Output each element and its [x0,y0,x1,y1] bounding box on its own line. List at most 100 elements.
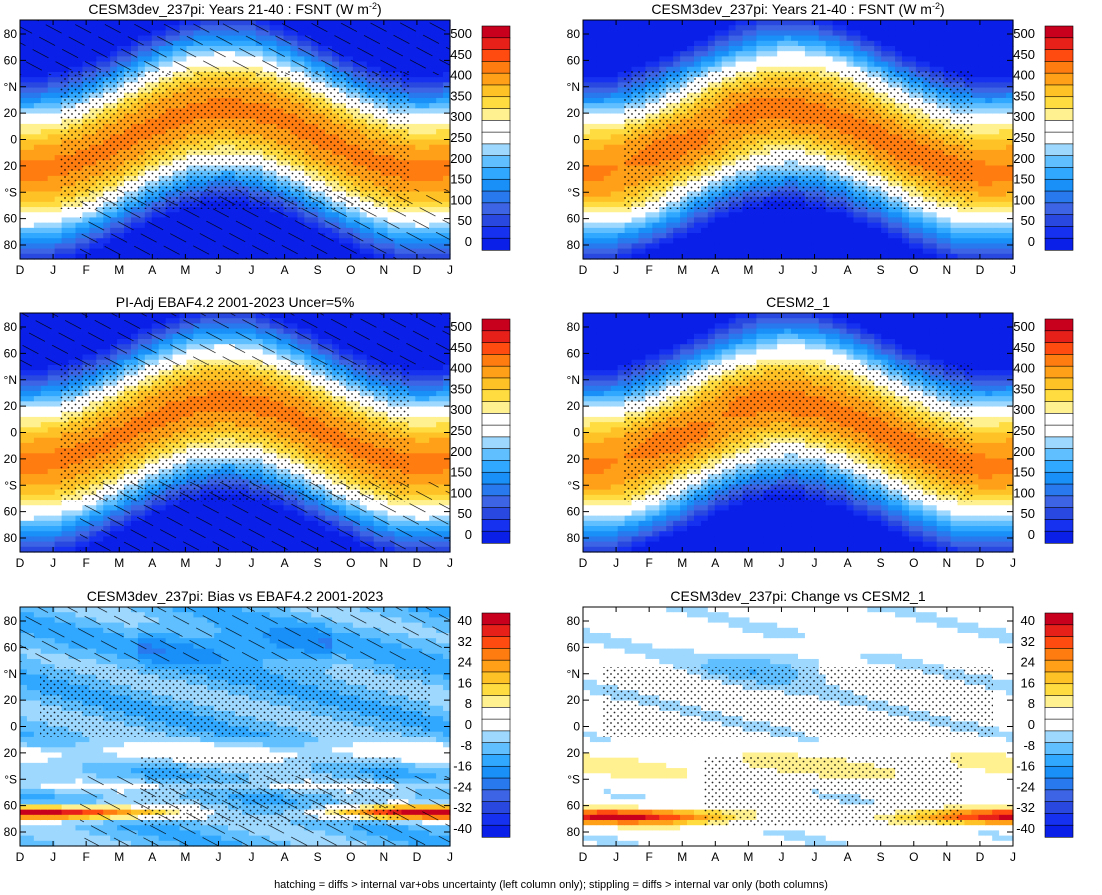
field-cell [26,155,35,161]
field-cell [673,40,681,47]
field-cell [33,103,42,109]
field-cell [687,238,695,245]
field-cell [825,25,834,31]
field-cell [624,56,633,63]
field-cell [666,30,674,37]
field-cell [707,217,716,224]
y-tick-label: 80 [4,238,18,252]
field-cell [791,25,799,31]
field-cell [603,196,612,203]
field-cell [436,118,444,125]
field-cell [735,238,744,245]
field-cell [40,207,49,213]
field-cell [888,35,896,42]
field-cell [707,25,716,31]
field-cell [26,160,35,167]
field-cell [624,45,633,52]
field-cell [26,248,35,255]
field-cell [429,82,437,89]
field-cell [756,222,764,229]
field-cell [853,35,862,42]
field-cell [791,233,799,239]
field-cell [673,35,681,42]
field-cell [728,20,737,26]
field-cell [40,253,49,260]
field-cell [429,118,437,125]
y-tick-label: °N [4,80,17,94]
field-cell [68,233,77,239]
field-cell [749,25,757,31]
field-cell [20,212,28,219]
field-cell [40,108,49,115]
field-cell [659,212,667,219]
field-cell [721,61,730,68]
field-cell [770,45,778,52]
field-cell [583,45,591,52]
field-cell [673,227,681,234]
field-cell [596,87,605,94]
field-cell [659,238,667,245]
field-cell [687,227,695,234]
field-cell [47,134,56,141]
field-cell [881,243,889,250]
field-cell [791,248,799,255]
field-cell [680,61,688,68]
field-cell [791,238,799,245]
field-cell [714,222,723,229]
field-cell [811,233,820,239]
field-cell [652,217,660,224]
field-cell [811,20,820,26]
field-cell [867,61,875,68]
field-cell [624,217,633,224]
field-cell [742,56,751,63]
field-cell [638,25,647,31]
field-cell [832,222,841,229]
field-cell [429,77,437,83]
field-cell [839,243,848,250]
field-cell [811,217,820,224]
field-cell [839,233,848,239]
field-cell [624,248,633,255]
field-cell [700,56,709,63]
field-cell [26,238,35,245]
field-cell [652,45,660,52]
field-cell [583,92,591,99]
field-cell [47,97,56,104]
field-cell [798,40,806,47]
field-cell [20,170,28,177]
field-cell [825,212,834,219]
field-cell [693,56,702,63]
field-cell [680,233,688,239]
field-cell [603,149,612,156]
field-cell [596,129,605,135]
field-cell [895,25,903,31]
field-cell [791,243,799,250]
field-cell [415,170,423,177]
field-cell [583,87,591,94]
field-cell [860,35,868,42]
field-cell [791,30,799,37]
field-cell [638,51,647,57]
field-cell [832,217,841,224]
field-cell [596,165,605,172]
field-cell [54,165,63,172]
field-cell [749,227,757,234]
field-cell [624,61,633,68]
field-cell [770,222,778,229]
field-cell [596,191,605,198]
field-cell [673,212,681,219]
field-cell [583,77,591,83]
field-cell [673,238,681,245]
field-cell [603,155,612,161]
field-cell [436,139,444,146]
field-cell [610,212,619,219]
colorbar-swatch [481,167,511,180]
field-cell [659,40,667,47]
field-cell [888,61,896,68]
field-cell [846,212,855,219]
field-cell [54,243,63,250]
y-tick-label: °S [4,185,17,199]
field-cell [860,233,868,239]
field-cell [770,25,778,31]
field-cell [40,233,49,239]
